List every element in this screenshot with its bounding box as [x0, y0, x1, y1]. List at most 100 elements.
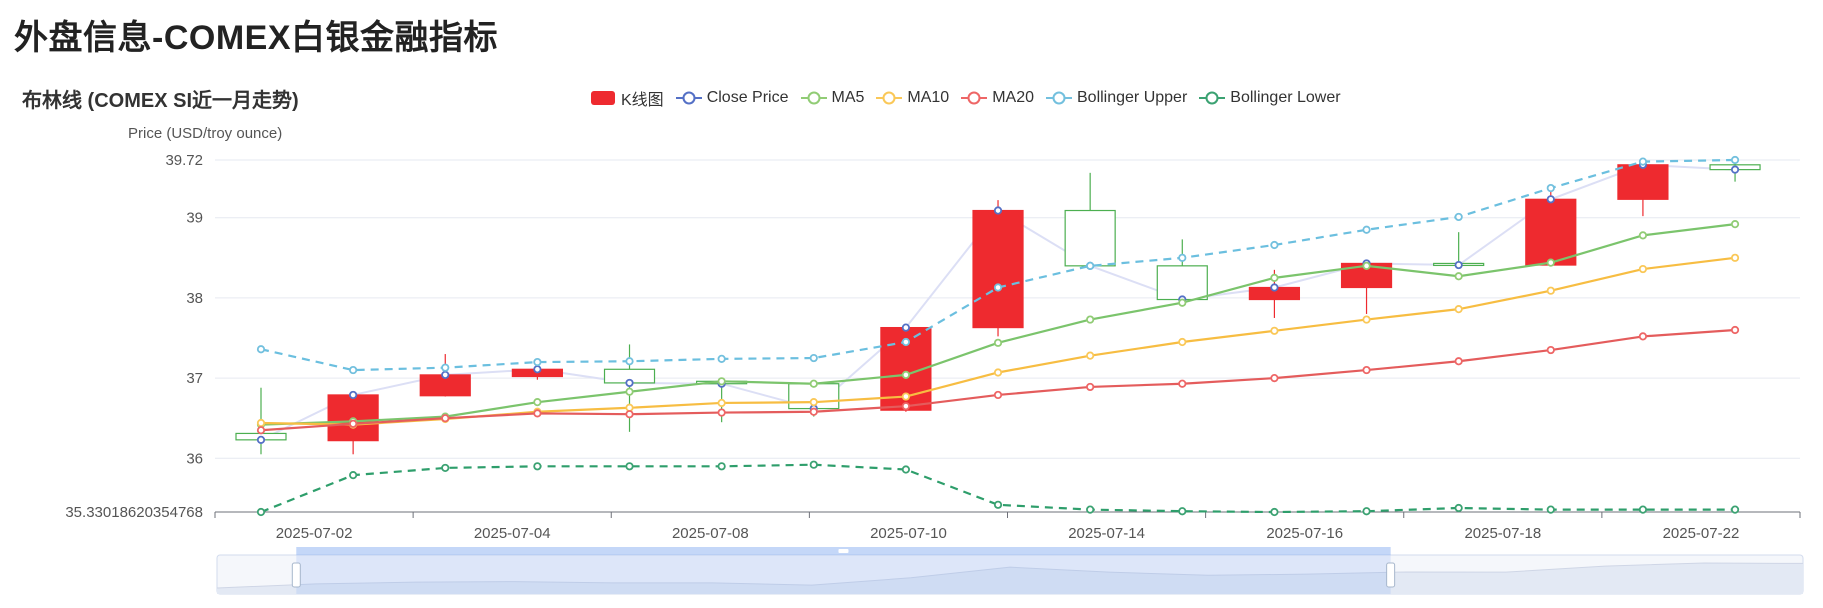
- candle[interactable]: [972, 200, 1024, 337]
- datazoom-end-handle[interactable]: [1386, 562, 1396, 588]
- series-bollinger-upper-point[interactable]: [441, 363, 450, 372]
- series-bollinger-upper-point[interactable]: [809, 353, 818, 363]
- series-bollinger-lower-point[interactable]: [256, 507, 266, 517]
- series-ma5-point[interactable]: [1086, 315, 1095, 324]
- candle[interactable]: [1064, 172, 1116, 268]
- series-ma20-point[interactable]: [1546, 345, 1555, 355]
- series-ma5-point[interactable]: [533, 398, 542, 407]
- series-bollinger-lower-point[interactable]: [441, 463, 450, 473]
- series-close-price-point[interactable]: [349, 390, 358, 400]
- series-close-price-point[interactable]: [441, 370, 450, 379]
- legend-item-bollinger-lower[interactable]: Bollinger Lower: [1199, 89, 1341, 107]
- series-ma20-point[interactable]: [256, 426, 266, 435]
- series-ma10-point[interactable]: [1362, 315, 1371, 324]
- legend-item-ma10[interactable]: MA10: [876, 89, 949, 107]
- series-ma10-point[interactable]: [1638, 264, 1648, 274]
- series-ma20-point[interactable]: [1362, 365, 1371, 375]
- series-bollinger-upper-point[interactable]: [1638, 157, 1648, 166]
- legend-item-bollinger-upper[interactable]: Bollinger Upper: [1046, 89, 1187, 107]
- series-bollinger-upper-point[interactable]: [901, 337, 910, 347]
- series-ma10-point[interactable]: [809, 398, 818, 407]
- series-ma5-point[interactable]: [993, 338, 1003, 347]
- series-ma10-point[interactable]: [993, 368, 1003, 377]
- series-bollinger-upper-point[interactable]: [256, 345, 266, 354]
- series-bollinger-lower-point[interactable]: [625, 462, 634, 471]
- series-bollinger-upper-point[interactable]: [1362, 225, 1371, 234]
- series-ma20-point[interactable]: [533, 409, 542, 418]
- series-ma20-point[interactable]: [349, 419, 358, 428]
- series-ma5-point[interactable]: [901, 370, 910, 379]
- series-ma5-point[interactable]: [809, 379, 818, 388]
- series-ma20-point[interactable]: [809, 407, 818, 416]
- series-ma20-point[interactable]: [625, 410, 634, 419]
- series-bollinger-lower-point[interactable]: [349, 471, 358, 480]
- series-ma20-point[interactable]: [1178, 379, 1187, 388]
- series-ma5-point[interactable]: [1546, 258, 1555, 267]
- series-ma20-point[interactable]: [1086, 382, 1095, 392]
- series-bollinger-lower-point[interactable]: [1546, 505, 1555, 514]
- series-ma5-point[interactable]: [1362, 261, 1371, 270]
- series-bollinger-upper-point[interactable]: [1178, 253, 1187, 262]
- series-ma20-point[interactable]: [1454, 357, 1463, 366]
- series-bollinger-upper-point[interactable]: [993, 283, 1003, 292]
- series-bollinger-upper-point[interactable]: [1270, 240, 1279, 250]
- series-bollinger-lower-point[interactable]: [809, 460, 818, 469]
- candle[interactable]: [1156, 239, 1208, 305]
- series-ma5-point[interactable]: [1730, 220, 1740, 229]
- series-bollinger-upper-point[interactable]: [1730, 155, 1740, 165]
- series-ma5-point[interactable]: [625, 387, 634, 396]
- series-ma5-point[interactable]: [1178, 298, 1187, 307]
- series-bollinger-lower-point[interactable]: [1638, 505, 1648, 514]
- series-bollinger-lower-point[interactable]: [901, 465, 910, 474]
- legend-item-k[interactable]: K线图: [590, 86, 664, 110]
- candle[interactable]: [1433, 232, 1485, 267]
- series-bollinger-upper-point[interactable]: [349, 365, 358, 375]
- series-ma10-point[interactable]: [256, 418, 266, 428]
- series-ma20-point[interactable]: [993, 390, 1003, 400]
- datazoom-start-handle[interactable]: [291, 562, 301, 588]
- series-close-price-point[interactable]: [533, 365, 542, 374]
- series-ma5-point[interactable]: [1638, 231, 1648, 240]
- series-close-price-point[interactable]: [901, 323, 910, 332]
- legend-item-ma5[interactable]: MA5: [800, 89, 864, 107]
- series-ma20-point[interactable]: [1270, 374, 1279, 383]
- series-ma20-point[interactable]: [1638, 332, 1648, 341]
- series-close-price-point[interactable]: [1270, 283, 1279, 292]
- series-bollinger-lower-point[interactable]: [1730, 505, 1740, 514]
- series-bollinger-lower-point[interactable]: [1086, 505, 1095, 514]
- legend-item-close-price[interactable]: Close Price: [675, 89, 789, 107]
- series-ma5-point[interactable]: [1454, 272, 1463, 281]
- series-ma10-point[interactable]: [1454, 305, 1463, 314]
- candle[interactable]: [1617, 164, 1669, 217]
- legend-item-ma20[interactable]: MA20: [961, 89, 1034, 107]
- series-bollinger-lower-point[interactable]: [717, 462, 726, 471]
- series-ma10-point[interactable]: [717, 398, 726, 408]
- series-bollinger-upper-point[interactable]: [717, 354, 726, 363]
- datazoom-selection[interactable]: [296, 547, 1391, 594]
- series-close-price-point[interactable]: [256, 435, 266, 444]
- series-close-price-point[interactable]: [993, 206, 1003, 215]
- series-ma10-point[interactable]: [1270, 326, 1279, 335]
- series-ma20-point[interactable]: [441, 414, 450, 423]
- series-bollinger-lower-point[interactable]: [1362, 507, 1371, 516]
- series-ma10-point[interactable]: [1546, 286, 1555, 295]
- series-ma10-point[interactable]: [1730, 253, 1740, 262]
- series-bollinger-upper-point[interactable]: [1086, 261, 1095, 270]
- series-bollinger-upper-point[interactable]: [1546, 183, 1555, 193]
- series-bollinger-upper-point[interactable]: [625, 357, 634, 366]
- series-close-price-point[interactable]: [1730, 165, 1740, 174]
- series-ma20-point[interactable]: [717, 408, 726, 417]
- series-close-price-point[interactable]: [625, 378, 634, 388]
- series-ma20-point[interactable]: [1730, 325, 1740, 335]
- series-bollinger-lower-point[interactable]: [1454, 503, 1463, 513]
- series-bollinger-lower-point[interactable]: [1178, 507, 1187, 516]
- series-close-price-point[interactable]: [1454, 260, 1463, 270]
- series-ma5-point[interactable]: [1270, 273, 1279, 282]
- series-ma10-point[interactable]: [901, 392, 910, 401]
- series-ma5-point[interactable]: [717, 377, 726, 386]
- series-ma20-point[interactable]: [901, 402, 910, 411]
- series-bollinger-lower-point[interactable]: [1270, 507, 1279, 517]
- series-bollinger-lower-point[interactable]: [993, 500, 1003, 509]
- series-bollinger-lower-point[interactable]: [533, 462, 542, 471]
- series-ma10-point[interactable]: [1178, 337, 1187, 347]
